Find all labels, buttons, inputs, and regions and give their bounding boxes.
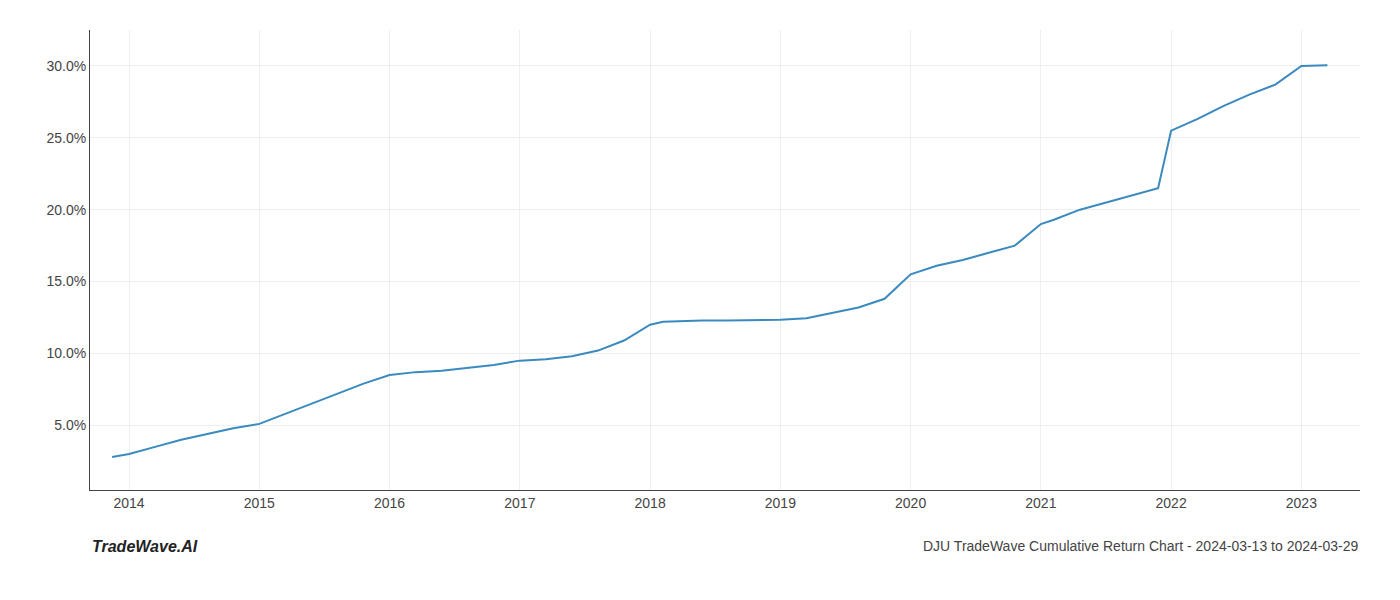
svg-text:2020: 2020 bbox=[895, 495, 926, 511]
svg-text:30.0%: 30.0% bbox=[46, 58, 86, 74]
svg-text:2022: 2022 bbox=[1156, 495, 1187, 511]
svg-text:2018: 2018 bbox=[635, 495, 666, 511]
svg-text:2019: 2019 bbox=[765, 495, 796, 511]
svg-text:2014: 2014 bbox=[114, 495, 145, 511]
svg-text:2023: 2023 bbox=[1286, 495, 1317, 511]
svg-text:2016: 2016 bbox=[374, 495, 405, 511]
svg-text:10.0%: 10.0% bbox=[46, 345, 86, 361]
svg-text:TradeWave.AI: TradeWave.AI bbox=[92, 538, 198, 555]
svg-text:20.0%: 20.0% bbox=[46, 202, 86, 218]
svg-text:25.0%: 25.0% bbox=[46, 130, 86, 146]
svg-text:15.0%: 15.0% bbox=[46, 273, 86, 289]
svg-text:DJU TradeWave Cumulative Retur: DJU TradeWave Cumulative Return Chart - … bbox=[923, 538, 1358, 554]
svg-text:2021: 2021 bbox=[1025, 495, 1056, 511]
svg-text:2017: 2017 bbox=[504, 495, 535, 511]
svg-text:5.0%: 5.0% bbox=[54, 417, 86, 433]
svg-text:2015: 2015 bbox=[244, 495, 275, 511]
